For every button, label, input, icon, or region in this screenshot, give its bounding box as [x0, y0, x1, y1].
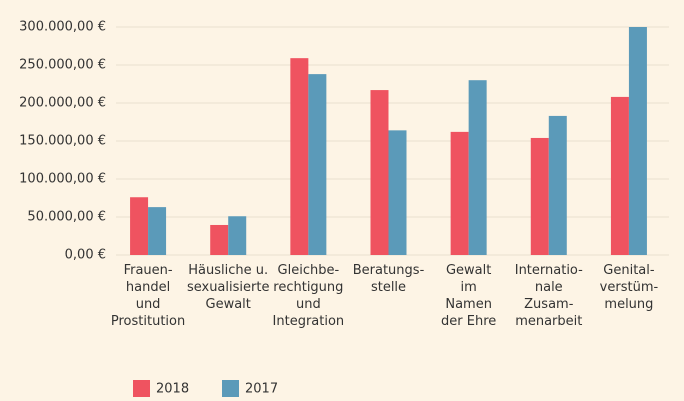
x-tick-line: Beratungs- [353, 263, 425, 278]
x-tick-line: rechtigung [273, 280, 343, 295]
y-tick-label: 50.000,00 € [27, 210, 106, 225]
y-tick-label: 100.000,00 € [19, 172, 106, 187]
x-tick-label: Internatio-nale Zusam-menarbeit [515, 263, 583, 329]
x-tick-line: menarbeit [515, 314, 582, 329]
x-tick-line: Zusam- [524, 297, 574, 312]
x-tick-line: Gleichbe- [278, 263, 340, 278]
x-tick-line: stelle [371, 280, 406, 295]
bar [450, 131, 469, 255]
bar [308, 74, 327, 256]
x-tick-line: Gewalt [206, 297, 251, 312]
bar [290, 58, 309, 255]
x-tick-line: Namen [445, 297, 492, 312]
x-tick-line: Integration [273, 314, 345, 329]
x-tick-line: Prostitution [111, 314, 185, 329]
x-tick-label: Frauen-handel und Prostitution [111, 263, 185, 329]
x-tick-line: Genital- [603, 263, 655, 278]
x-tick-line: Frauen- [124, 263, 173, 278]
x-tick-line: im [461, 280, 477, 295]
x-tick-line: sexualisierte [187, 280, 270, 295]
x-tick-label: Häusliche u. sexualisierte Gewalt [187, 263, 270, 312]
x-tick-label: Genital-verstüm-melung [600, 263, 659, 312]
bar [468, 80, 487, 255]
x-tick-line: melung [604, 297, 653, 312]
x-tick-line: verstüm- [600, 280, 659, 295]
x-tick-line: handel [126, 280, 170, 295]
x-tick-line: Häusliche u. [188, 263, 268, 278]
bar [628, 27, 647, 255]
bar [148, 207, 167, 255]
legend-swatch [133, 380, 150, 397]
bar [548, 115, 567, 255]
x-tick-line: nale [535, 280, 563, 295]
x-tick-label: Gewalt im Namen der Ehre [441, 263, 496, 329]
x-tick-label: Beratungs-stelle [353, 263, 425, 295]
x-tick-line: Gewalt [446, 263, 491, 278]
y-tick-label: 250.000,00 € [19, 58, 106, 73]
y-tick-label: 300.000,00 € [19, 20, 106, 35]
legend-label: 2017 [245, 382, 278, 397]
x-tick-line: und [136, 297, 161, 312]
bar [530, 137, 549, 255]
bar [210, 224, 229, 255]
bar [388, 130, 407, 255]
y-tick-label: 0,00 € [65, 248, 106, 263]
y-tick-label: 150.000,00 € [19, 134, 106, 149]
x-tick-line: der Ehre [441, 314, 496, 329]
legend-swatch [222, 380, 239, 397]
x-tick-label: Gleichbe-rechtigung und Integration [273, 263, 345, 329]
y-tick-label: 200.000,00 € [19, 96, 106, 111]
x-tick-line: Internatio- [515, 263, 583, 278]
bar [228, 216, 247, 255]
x-tick-line: und [296, 297, 321, 312]
bar [370, 90, 389, 255]
bar [610, 96, 629, 255]
legend-label: 2018 [156, 382, 189, 397]
bar [130, 197, 149, 255]
